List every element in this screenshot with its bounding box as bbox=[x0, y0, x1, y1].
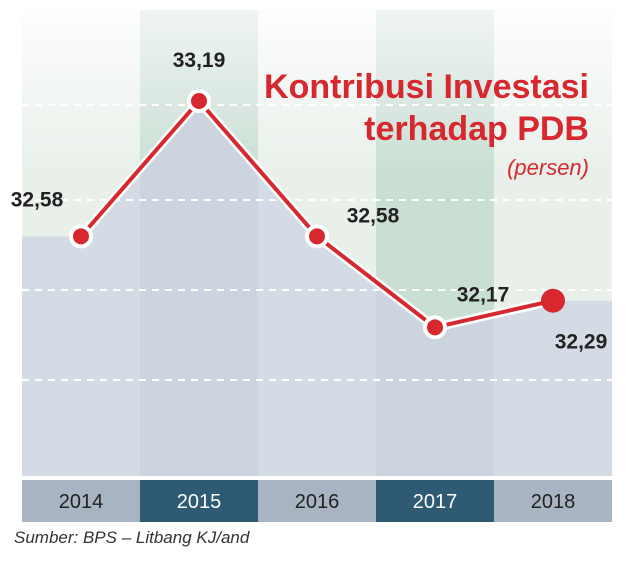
data-labels: 32,58 33,19 32,58 32,17 32,29 bbox=[11, 49, 608, 354]
x-band-cell-2016 bbox=[258, 480, 376, 522]
data-point-2014 bbox=[69, 224, 93, 249]
x-tick-label: 2014 bbox=[59, 491, 104, 513]
data-label: 32,29 bbox=[555, 331, 608, 354]
x-band-cell-2017 bbox=[376, 480, 494, 522]
area-under-line bbox=[22, 100, 612, 476]
x-band-cell-2014 bbox=[22, 480, 140, 522]
x-tick-label: 2015 bbox=[177, 491, 222, 513]
data-point-2017 bbox=[423, 315, 447, 340]
chart-title-line-1: Kontribusi Investasi bbox=[264, 68, 589, 106]
x-tick-label: 2016 bbox=[295, 491, 340, 513]
area-fill bbox=[22, 10, 612, 476]
x-axis-band: 2014 2015 2016 2017 2018 bbox=[22, 480, 612, 522]
chart-title-line-2: terhadap PDB bbox=[364, 110, 589, 148]
source-note: Sumber: BPS – Litbang KJ/and bbox=[14, 528, 250, 547]
data-label: 32,17 bbox=[457, 283, 510, 306]
x-band-cell-2018 bbox=[494, 480, 612, 522]
column-tint-2017 bbox=[376, 10, 494, 476]
chart-title: Kontribusi Investasi terhadap PDB (perse… bbox=[264, 68, 589, 180]
data-point-2018 bbox=[541, 288, 565, 313]
column-tint-2015 bbox=[140, 10, 258, 476]
chart-subtitle: (persen) bbox=[507, 155, 589, 180]
data-label: 33,19 bbox=[173, 49, 226, 72]
data-point-2015 bbox=[187, 88, 211, 113]
data-label: 32,58 bbox=[347, 204, 400, 227]
x-tick-label: 2018 bbox=[531, 491, 576, 513]
data-point-2016 bbox=[305, 224, 329, 249]
data-label: 32,58 bbox=[11, 188, 64, 211]
x-tick-label: 2017 bbox=[413, 491, 458, 513]
x-band-cell-2015 bbox=[140, 480, 258, 522]
data-points bbox=[69, 88, 565, 340]
